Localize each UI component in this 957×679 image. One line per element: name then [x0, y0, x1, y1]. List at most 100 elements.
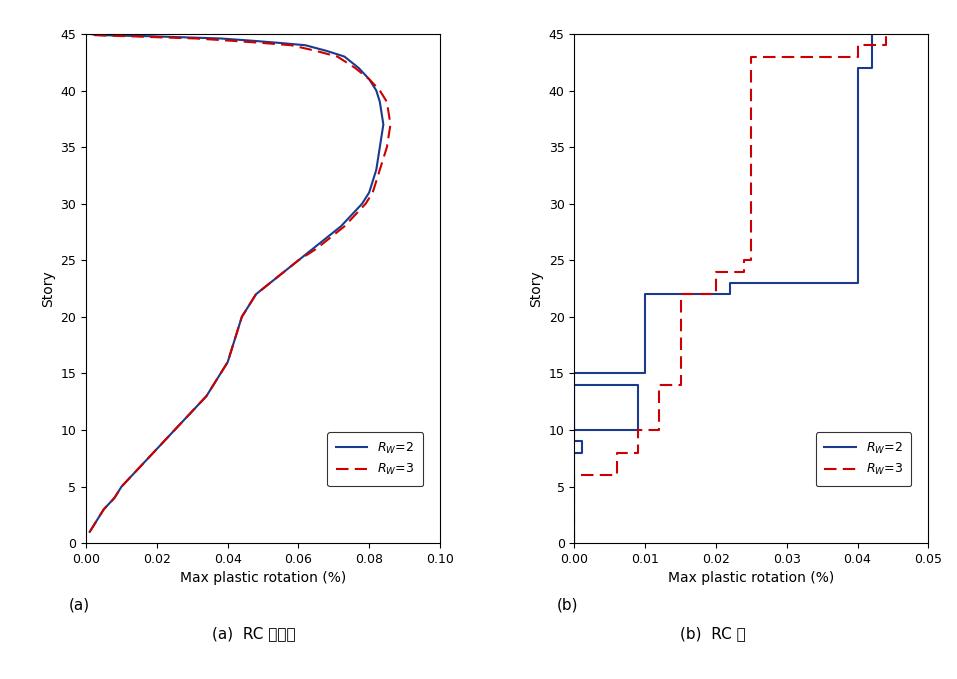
$R_W$=3 [887, 30, 899, 38]
$R_W$=2 [356, 200, 367, 208]
Y-axis label: Story: Story [529, 270, 544, 307]
$R_W$=2 [109, 494, 121, 502]
$R_W$=3 [364, 75, 375, 84]
$R_W$=2 [321, 234, 332, 242]
$R_W$=2 [353, 64, 365, 72]
$R_W$=3 [264, 279, 276, 287]
$R_W$=2 [215, 35, 227, 43]
$R_W$=2 [190, 403, 202, 411]
$R_W$=3 [887, 30, 899, 38]
$R_W$=3 [91, 517, 102, 525]
$R_W$=2 [374, 143, 386, 151]
$R_W$=3 [633, 449, 644, 457]
$R_W$=3 [278, 268, 290, 276]
$R_W$=2 [84, 528, 96, 536]
$R_W$=2 [278, 268, 290, 276]
$R_W$=2 [98, 505, 109, 513]
$R_W$=2 [147, 449, 159, 457]
$R_W$=3 [633, 426, 644, 434]
$R_W$=3 [739, 256, 750, 264]
$R_W$=3 [208, 381, 219, 389]
Text: (b)  RC 보: (b) RC 보 [680, 626, 746, 641]
$R_W$=2 [95, 31, 106, 39]
$R_W$=3 [654, 426, 665, 434]
$R_W$=3 [710, 268, 722, 276]
$R_W$=2 [275, 39, 286, 47]
$R_W$=2 [307, 245, 319, 253]
Line: $R_W$=3: $R_W$=3 [574, 34, 893, 543]
$R_W$=3 [675, 381, 686, 389]
$R_W$=2 [370, 166, 382, 174]
$R_W$=2 [168, 426, 180, 434]
$R_W$=2 [724, 290, 736, 298]
$R_W$=2 [180, 33, 191, 41]
$R_W$=3 [137, 460, 148, 468]
$R_W$=3 [285, 41, 297, 50]
$R_W$=2 [370, 86, 382, 94]
Line: $R_W$=3: $R_W$=3 [90, 34, 390, 532]
$R_W$=3 [87, 31, 99, 39]
$R_W$=3 [568, 471, 580, 479]
$R_W$=3 [880, 30, 892, 38]
$R_W$=2 [222, 358, 234, 366]
$R_W$=3 [201, 392, 212, 400]
$R_W$=2 [633, 381, 644, 389]
$R_W$=2 [293, 256, 304, 264]
$R_W$=3 [84, 30, 96, 38]
$R_W$=3 [710, 290, 722, 298]
$R_W$=3 [381, 98, 392, 106]
$R_W$=3 [126, 471, 138, 479]
$R_W$=3 [84, 528, 96, 536]
$R_W$=3 [385, 120, 396, 128]
$R_W$=3 [880, 41, 892, 50]
$R_W$=2 [158, 437, 169, 445]
Legend: $R_W$=2, $R_W$=3: $R_W$=2, $R_W$=3 [815, 432, 911, 486]
$R_W$=2 [335, 222, 346, 230]
$R_W$=3 [310, 245, 322, 253]
$R_W$=3 [147, 449, 159, 457]
$R_W$=3 [852, 41, 863, 50]
$R_W$=2 [568, 369, 580, 378]
Y-axis label: Story: Story [41, 270, 55, 307]
$R_W$=3 [101, 32, 113, 40]
$R_W$=2 [339, 52, 350, 60]
$R_W$=2 [568, 426, 580, 434]
$R_W$=3 [746, 256, 757, 264]
$R_W$=3 [612, 471, 623, 479]
$R_W$=3 [324, 234, 336, 242]
$R_W$=3 [310, 47, 322, 55]
Text: (b): (b) [557, 598, 578, 612]
$R_W$=3 [229, 335, 240, 344]
$R_W$=2 [364, 75, 375, 84]
$R_W$=2 [374, 98, 386, 106]
$R_W$=3 [243, 301, 255, 310]
$R_W$=3 [675, 290, 686, 298]
$R_W$=2 [568, 381, 580, 389]
X-axis label: Max plastic rotation (%): Max plastic rotation (%) [668, 572, 835, 585]
$R_W$=2 [576, 437, 588, 445]
X-axis label: Max plastic rotation (%): Max plastic rotation (%) [180, 572, 346, 585]
$R_W$=3 [739, 268, 750, 276]
$R_W$=2 [180, 415, 191, 423]
$R_W$=3 [654, 381, 665, 389]
$R_W$=3 [168, 426, 180, 434]
$R_W$=2 [233, 324, 244, 332]
Line: $R_W$=2: $R_W$=2 [90, 34, 384, 532]
$R_W$=3 [374, 166, 386, 174]
$R_W$=3 [257, 39, 269, 47]
Line: $R_W$=2: $R_W$=2 [574, 34, 872, 543]
$R_W$=2 [568, 449, 580, 457]
$R_W$=2 [639, 290, 651, 298]
$R_W$=3 [374, 86, 386, 94]
$R_W$=2 [247, 37, 258, 45]
$R_W$=2 [866, 64, 878, 72]
Text: (a): (a) [69, 598, 90, 612]
$R_W$=2 [226, 347, 237, 355]
$R_W$=3 [215, 369, 227, 378]
$R_W$=2 [215, 369, 227, 378]
$R_W$=2 [145, 32, 156, 40]
$R_W$=2 [236, 313, 248, 321]
$R_W$=2 [126, 471, 138, 479]
$R_W$=3 [360, 200, 371, 208]
$R_W$=2 [724, 279, 736, 287]
